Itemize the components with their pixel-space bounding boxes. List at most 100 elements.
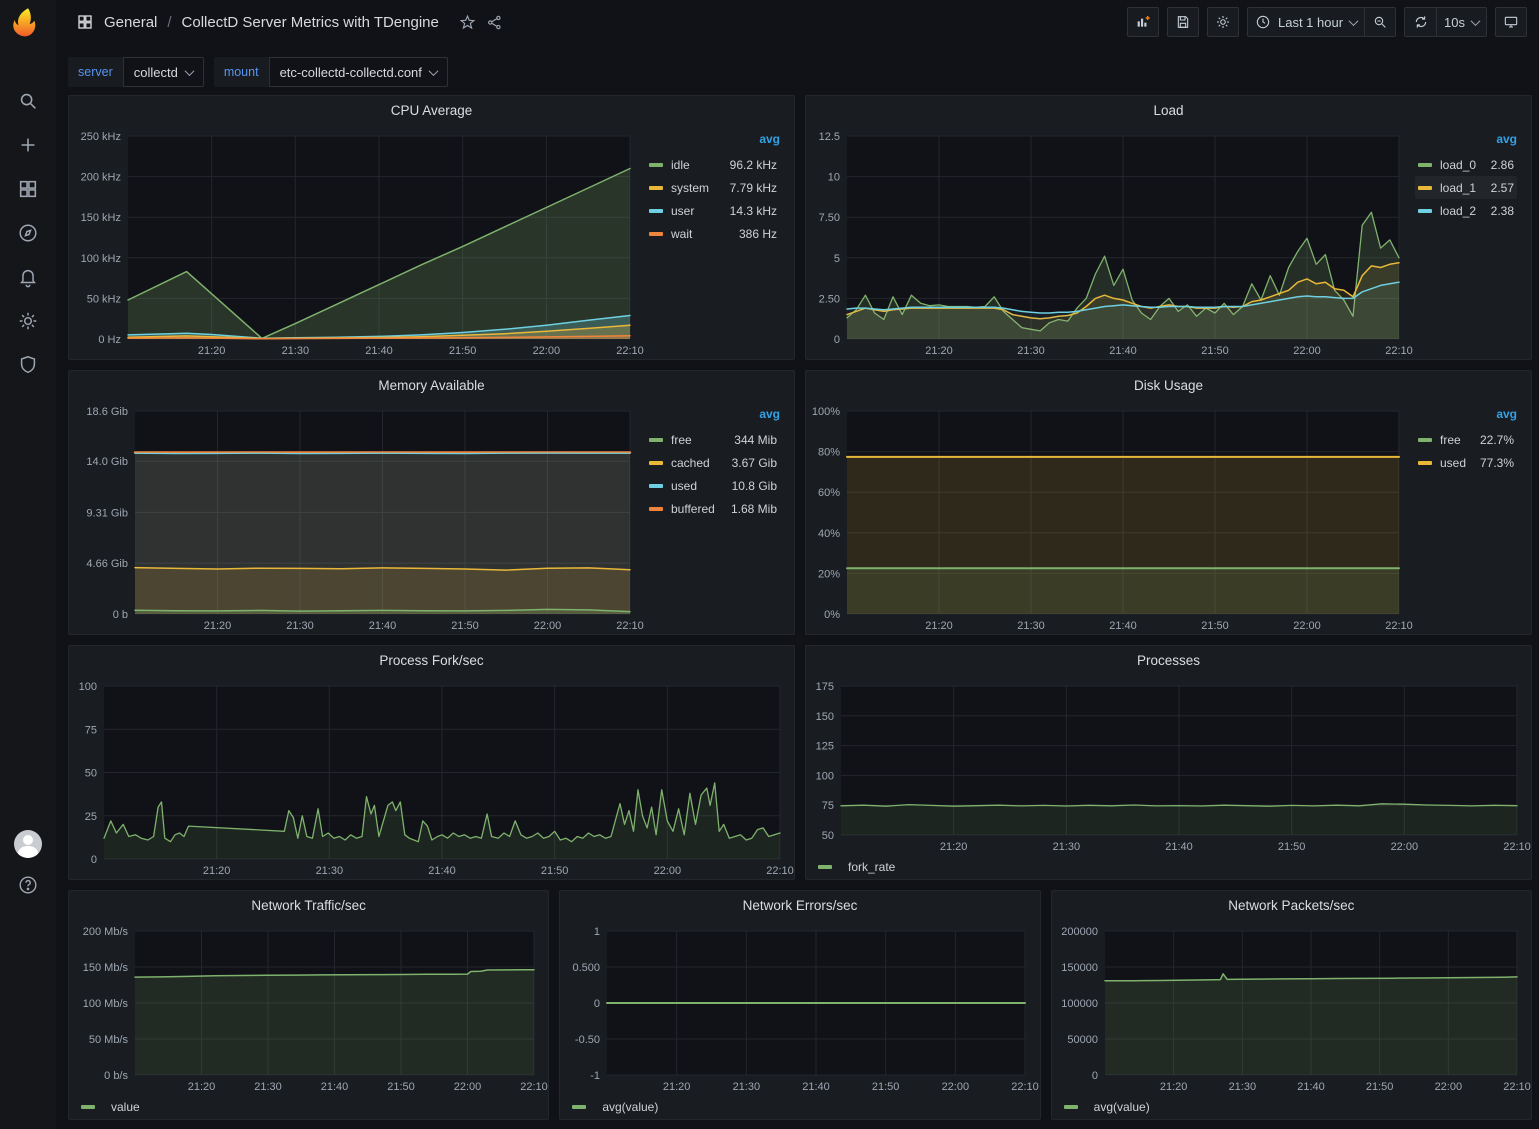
legend-item[interactable]: wait386 Hz (646, 222, 780, 245)
variable-server-value-dropdown[interactable]: collectd (123, 57, 204, 87)
svg-text:18.6 Gib: 18.6 Gib (86, 406, 128, 418)
legend-avg-header[interactable]: avg (646, 407, 780, 428)
user-avatar[interactable] (14, 830, 42, 858)
legend[interactable]: fork_rate (806, 855, 1531, 879)
help-icon[interactable] (17, 874, 39, 896)
legend-item[interactable]: buffered1.68 Mib (646, 497, 780, 520)
series-avg-value: 14.3 kHz (730, 204, 777, 218)
svg-text:200 kHz: 200 kHz (81, 172, 121, 184)
star-icon[interactable] (459, 14, 476, 31)
legend-item[interactable]: load_22.38 (1415, 199, 1517, 222)
legend[interactable]: avg(value) (560, 1095, 1039, 1119)
panel-title[interactable]: Process Fork/sec (69, 646, 794, 674)
admin-shield-icon[interactable] (17, 354, 39, 376)
panel-title[interactable]: Disk Usage (806, 371, 1531, 399)
series-label: wait (671, 227, 692, 241)
refresh-interval-picker[interactable]: 10s (1436, 7, 1487, 37)
series-marker (81, 1105, 95, 1109)
grafana-logo[interactable] (10, 6, 46, 42)
chart-canvas[interactable]: 0%20%40%60%80%100%21:2021:3021:4021:5022… (806, 399, 1413, 634)
create-plus-icon[interactable] (17, 134, 39, 156)
svg-text:21:20: 21:20 (203, 865, 231, 877)
chart-canvas[interactable]: 0 Hz50 kHz100 kHz150 kHz200 kHz250 kHz21… (69, 124, 644, 359)
svg-text:21:50: 21:50 (387, 1081, 415, 1093)
legend-item[interactable]: user14.3 kHz (646, 199, 780, 222)
legend: avg idle96.2 kHz system7.79 kHz user14.3… (644, 124, 794, 359)
series-avg-value: 96.2 kHz (730, 158, 777, 172)
svg-text:100: 100 (816, 770, 834, 782)
zoom-out-time-button[interactable] (1364, 7, 1396, 37)
search-icon[interactable] (17, 90, 39, 112)
panel-load: Load 02.5057.501012.521:2021:3021:4021:5… (805, 95, 1532, 360)
breadcrumb-folder[interactable]: General (104, 14, 157, 31)
svg-text:50000: 50000 (1067, 1034, 1098, 1046)
configuration-gear-icon[interactable] (17, 310, 39, 332)
chart-canvas[interactable]: 05000010000015000020000021:2021:3021:402… (1052, 919, 1531, 1095)
svg-text:0: 0 (594, 998, 600, 1010)
svg-text:22:10: 22:10 (766, 865, 794, 877)
tv-cycle-view-button[interactable] (1495, 7, 1527, 37)
svg-text:14.0 Gib: 14.0 Gib (86, 456, 128, 468)
legend-item[interactable]: idle96.2 kHz (646, 153, 780, 176)
legend-avg-header[interactable]: avg (1415, 132, 1517, 153)
series-marker (649, 438, 663, 442)
svg-text:75: 75 (822, 800, 834, 812)
dashboard-settings-button[interactable] (1207, 7, 1239, 37)
legend-item[interactable]: cached3.67 Gib (646, 451, 780, 474)
legend[interactable]: avg(value) (1052, 1095, 1531, 1119)
svg-text:50: 50 (822, 830, 834, 842)
legend-item[interactable]: used77.3% (1415, 451, 1517, 474)
series-marker (1418, 438, 1432, 442)
svg-text:10: 10 (828, 172, 840, 184)
add-panel-button[interactable] (1127, 7, 1159, 37)
svg-text:2.50: 2.50 (819, 293, 840, 305)
panel-title[interactable]: Network Traffic/sec (69, 891, 548, 919)
chart-canvas[interactable]: -1-0.5000.500121:2021:3021:4021:5022:002… (560, 919, 1039, 1095)
svg-text:0: 0 (1092, 1070, 1098, 1082)
variable-mount-value-dropdown[interactable]: etc-collectd-collectd.conf (269, 57, 448, 87)
legend-item[interactable]: load_12.57 (1415, 176, 1517, 199)
refresh-button[interactable] (1404, 7, 1436, 37)
svg-text:150 kHz: 150 kHz (81, 212, 121, 224)
legend-item[interactable]: load_02.86 (1415, 153, 1517, 176)
legend-avg-header[interactable]: avg (646, 132, 780, 153)
svg-text:21:40: 21:40 (428, 865, 456, 877)
legend[interactable]: value (69, 1095, 548, 1119)
chart-canvas[interactable]: 02.5057.501012.521:2021:3021:4021:5022:0… (806, 124, 1413, 359)
panel-title[interactable]: Network Errors/sec (560, 891, 1039, 919)
legend-item[interactable]: used10.8 Gib (646, 474, 780, 497)
legend-avg-header[interactable]: avg (1415, 407, 1517, 428)
legend-item[interactable]: free344 Mib (646, 428, 780, 451)
panel-title[interactable]: Memory Available (69, 371, 794, 399)
dashboards-icon[interactable] (17, 178, 39, 200)
svg-text:22:10: 22:10 (616, 620, 644, 632)
share-icon[interactable] (486, 14, 503, 31)
time-range-picker[interactable]: Last 1 hour (1247, 7, 1364, 37)
legend-item[interactable]: system7.79 kHz (646, 176, 780, 199)
chart-canvas[interactable]: 0 b4.66 Gib9.31 Gib14.0 Gib18.6 Gib21:20… (69, 399, 644, 634)
series-marker (649, 461, 663, 465)
svg-text:22:10: 22:10 (1385, 345, 1413, 357)
panel-title[interactable]: Load (806, 96, 1531, 124)
save-dashboard-button[interactable] (1167, 7, 1199, 37)
legend-item[interactable]: free22.7% (1415, 428, 1517, 451)
chart-canvas[interactable]: 507510012515017521:2021:3021:4021:5022:0… (806, 674, 1531, 855)
panel-title[interactable]: Processes (806, 646, 1531, 674)
svg-text:21:50: 21:50 (1278, 841, 1306, 853)
series-label: avg(value) (602, 1100, 658, 1114)
chart-canvas[interactable]: 025507510021:2021:3021:4021:5022:0022:10 (69, 674, 794, 879)
series-marker (1418, 209, 1432, 213)
series-label: free (1440, 433, 1461, 447)
alerting-bell-icon[interactable] (17, 266, 39, 288)
panel-title[interactable]: Network Packets/sec (1052, 891, 1531, 919)
chevron-down-icon (428, 66, 438, 76)
svg-text:150 Mb/s: 150 Mb/s (83, 962, 129, 974)
explore-compass-icon[interactable] (17, 222, 39, 244)
svg-text:22:00: 22:00 (1293, 620, 1321, 632)
chart-canvas[interactable]: 0 b/s50 Mb/s100 Mb/s150 Mb/s200 Mb/s21:2… (69, 919, 548, 1095)
svg-text:60%: 60% (818, 487, 840, 499)
svg-text:0.500: 0.500 (573, 962, 601, 974)
dashboard-grid: CPU Average 0 Hz50 kHz100 kHz150 kHz200 … (68, 95, 1532, 1120)
svg-text:22:00: 22:00 (654, 865, 682, 877)
panel-title[interactable]: CPU Average (69, 96, 794, 124)
